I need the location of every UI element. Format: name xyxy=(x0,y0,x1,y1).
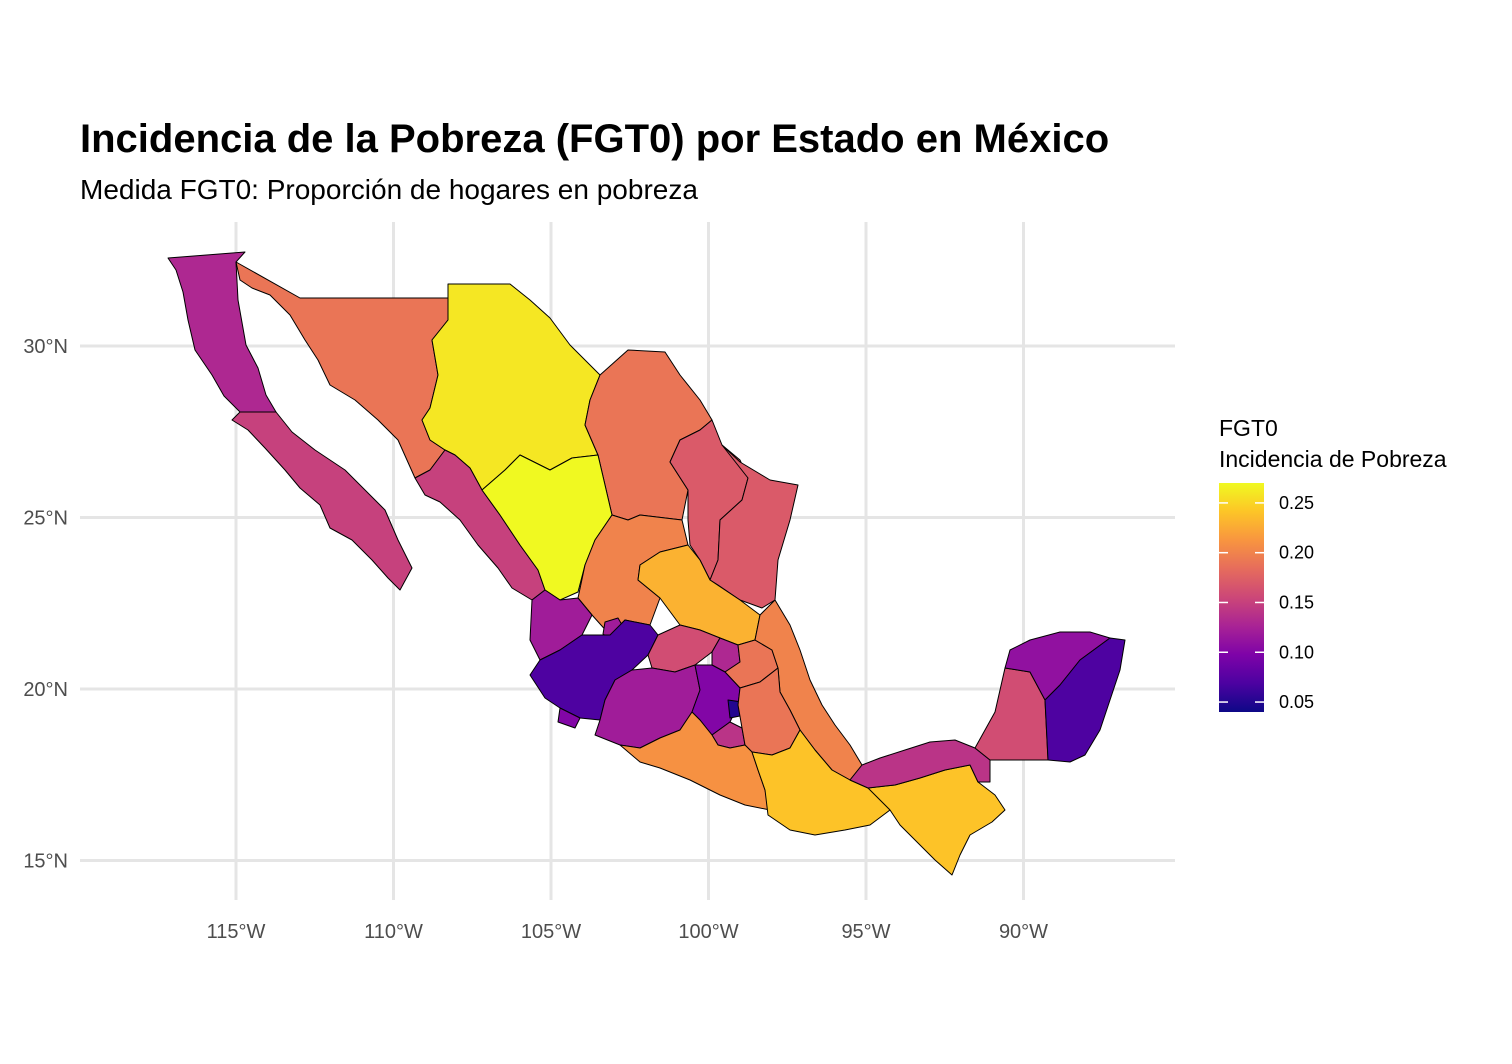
y-tick-label: 30°N xyxy=(23,336,68,358)
x-tick-label: 90°W xyxy=(999,921,1048,943)
legend-tick-label: 0.25 xyxy=(1279,493,1314,513)
state-nayarit xyxy=(529,589,593,661)
state-baja-california-sur xyxy=(231,411,413,591)
legend-title-line1: FGT0 xyxy=(1219,415,1278,441)
legend-tick-label: 0.20 xyxy=(1279,543,1314,563)
y-tick-label: 15°N xyxy=(23,851,68,873)
legend: FGT0 Incidencia de Pobreza 0.25 0.20 0.15 0… xyxy=(1219,415,1447,712)
chart-subtitle: Medida FGT0: Proporción de hogares en po… xyxy=(80,174,698,205)
state-guerrero xyxy=(619,711,771,811)
state-tamaulipas xyxy=(709,444,799,609)
y-tick-label: 20°N xyxy=(23,679,68,701)
state-tabasco xyxy=(849,739,991,789)
x-tick-label: 100°W xyxy=(678,921,738,943)
legend-title-line2: Incidencia de Pobreza xyxy=(1219,446,1447,472)
legend-colorbar xyxy=(1219,483,1264,712)
x-axis-labels: 115°W 110°W 105°W 100°W 95°W 90°W xyxy=(207,921,1049,943)
legend-tick-label: 0.10 xyxy=(1279,642,1314,662)
y-axis-labels: 30°N 25°N 20°N 15°N xyxy=(23,336,68,873)
state-quintana-roo xyxy=(1044,637,1126,763)
x-tick-label: 105°W xyxy=(521,921,581,943)
state-polygons xyxy=(167,251,1126,876)
state-guanajuato xyxy=(647,624,721,673)
y-tick-label: 25°N xyxy=(23,508,68,530)
x-tick-label: 110°W xyxy=(364,921,423,943)
chart-title: Incidencia de la Pobreza (FGT0) por Esta… xyxy=(80,117,1109,161)
legend-tick-label: 0.15 xyxy=(1279,592,1314,612)
state-colima xyxy=(557,707,581,729)
x-tick-label: 115°W xyxy=(207,921,266,943)
legend-tick-label: 0.05 xyxy=(1279,692,1314,712)
x-tick-label: 95°W xyxy=(841,921,890,943)
